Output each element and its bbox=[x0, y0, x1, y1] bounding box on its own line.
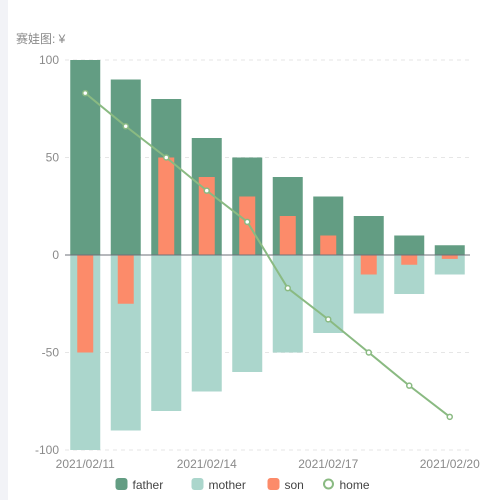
y-tick-label: 0 bbox=[52, 248, 59, 262]
x-tick-label: 2021/02/11 bbox=[56, 457, 115, 471]
bar-son[interactable] bbox=[117, 255, 134, 304]
home-point[interactable] bbox=[365, 349, 372, 356]
legend-label: father bbox=[133, 478, 164, 492]
x-axis-ticks: 2021/02/11 2021/02/14 2021/02/17 2021/02/20 bbox=[56, 457, 480, 471]
bar-mother[interactable] bbox=[232, 255, 263, 372]
home-line bbox=[84, 92, 451, 418]
legend-item-son[interactable]: son bbox=[267, 478, 304, 492]
y-tick-label: 100 bbox=[39, 53, 59, 67]
bar-son[interactable] bbox=[77, 255, 94, 353]
home-point[interactable] bbox=[82, 89, 89, 97]
bar-son[interactable] bbox=[239, 196, 256, 256]
legend-item-father[interactable]: father bbox=[115, 478, 164, 492]
bar-son[interactable] bbox=[158, 157, 175, 256]
y-axis-title: 赛娃图: ¥ bbox=[16, 31, 66, 46]
legend-item-home[interactable]: home bbox=[323, 478, 370, 492]
bar-mother[interactable] bbox=[191, 255, 222, 392]
home-point[interactable] bbox=[203, 187, 210, 194]
legend-label: son bbox=[285, 478, 304, 492]
bar-son[interactable] bbox=[441, 255, 458, 259]
home-point[interactable] bbox=[406, 382, 413, 389]
y-tick-label: -100 bbox=[35, 443, 59, 457]
bar-son[interactable] bbox=[279, 216, 296, 255]
y-tick-label: -50 bbox=[42, 346, 60, 360]
home-point[interactable] bbox=[284, 284, 291, 292]
bar-son[interactable] bbox=[320, 235, 337, 256]
bar-father[interactable] bbox=[434, 245, 465, 255]
bar-son[interactable] bbox=[360, 255, 377, 275]
y-axis-ticks: 100 50 0 -50 -100 bbox=[35, 53, 59, 457]
home-line-series bbox=[82, 89, 453, 421]
home-point[interactable] bbox=[244, 218, 251, 226]
home-point[interactable] bbox=[446, 413, 453, 421]
x-tick-label: 2021/02/20 bbox=[420, 457, 480, 471]
bar-father[interactable] bbox=[394, 235, 425, 256]
y-tick-label: 50 bbox=[46, 151, 60, 165]
bar-son[interactable] bbox=[198, 177, 215, 255]
home-point[interactable] bbox=[325, 316, 332, 323]
legend-label: mother bbox=[209, 478, 246, 492]
bar-father[interactable] bbox=[353, 216, 384, 255]
home-point[interactable] bbox=[163, 154, 170, 161]
bar-father[interactable] bbox=[110, 79, 141, 256]
bar-mother[interactable] bbox=[434, 255, 465, 275]
bar-mother[interactable] bbox=[151, 255, 182, 411]
legend-swatch bbox=[191, 478, 204, 490]
x-tick-label: 2021/02/17 bbox=[298, 457, 358, 471]
legend-swatch bbox=[323, 478, 334, 490]
legend-item-mother[interactable]: mother bbox=[191, 478, 246, 492]
bar-father[interactable] bbox=[70, 60, 101, 255]
home-point[interactable] bbox=[122, 123, 129, 130]
legend[interactable]: father mother son home bbox=[115, 478, 370, 492]
left-margin-strip bbox=[0, 0, 8, 500]
legend-swatch bbox=[115, 478, 128, 490]
bar-son[interactable] bbox=[401, 255, 418, 265]
legend-label: home bbox=[340, 478, 370, 492]
legend-swatch bbox=[267, 478, 280, 490]
x-tick-label: 2021/02/14 bbox=[177, 457, 237, 471]
